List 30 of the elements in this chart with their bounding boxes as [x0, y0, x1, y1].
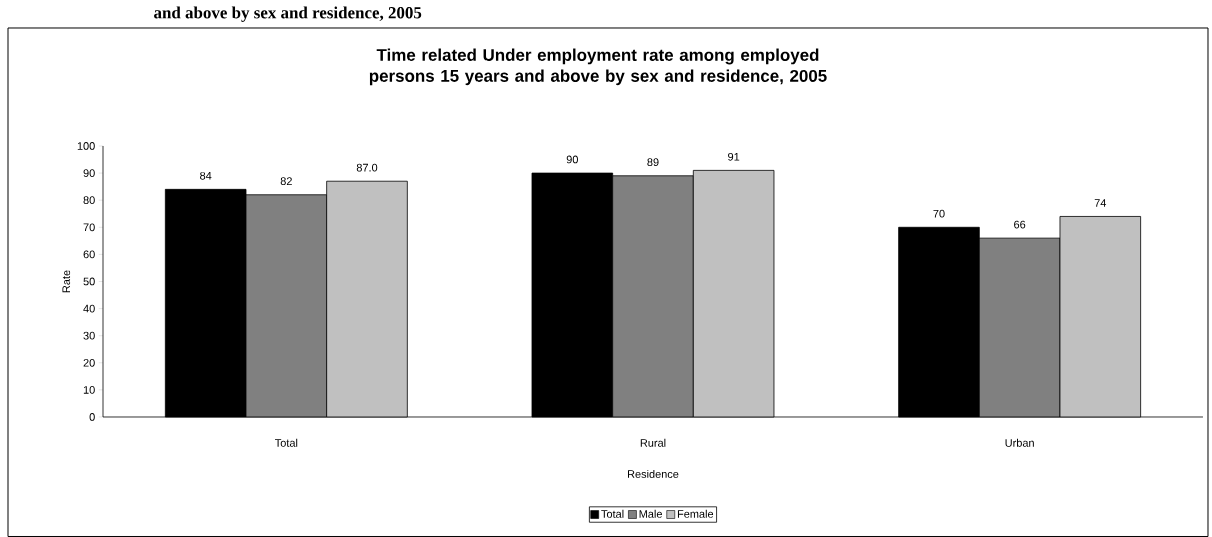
legend-label: Total — [601, 509, 624, 518]
y-tick-label: 80 — [83, 196, 95, 205]
data-label: 66 — [1014, 220, 1026, 229]
chart-title: Time related Under employment rate among employed persons 15 years and above by sex and residence, 2005 — [369, 48, 827, 86]
x-axis-title: Residence — [628, 469, 679, 478]
legend-label: Male — [639, 509, 662, 518]
y-tick-label: 0 — [89, 413, 95, 421]
y-tick-label: 50 — [83, 277, 95, 286]
data-label: 87.0 — [356, 163, 378, 172]
data-label: 70 — [933, 209, 945, 218]
y-tick-label: 90 — [83, 169, 95, 177]
x-tick-label: Rural — [640, 438, 666, 447]
data-label: 91 — [728, 152, 740, 161]
y-tick-label: 30 — [83, 331, 95, 340]
y-tick-label: 40 — [83, 304, 95, 313]
y-axis-title: Rate — [62, 270, 71, 293]
y-tick-label: 70 — [83, 223, 95, 232]
x-tick-label: Urban — [1005, 438, 1034, 447]
y-tick-label: 100 — [77, 142, 95, 150]
y-tick-label: 20 — [83, 358, 95, 367]
text: and above by sex and residence, 2005 — [154, 6, 422, 22]
data-label: 74 — [1094, 199, 1107, 207]
data-label: 90 — [566, 155, 578, 164]
data-label: 84 — [200, 171, 212, 180]
x-tick-label: Total — [275, 438, 298, 447]
data-label: 89 — [647, 158, 659, 167]
y-tick-label: 10 — [83, 386, 95, 394]
legend-label: Female — [677, 509, 714, 518]
y-tick-label: 60 — [83, 250, 95, 259]
data-label: 82 — [280, 177, 292, 186]
